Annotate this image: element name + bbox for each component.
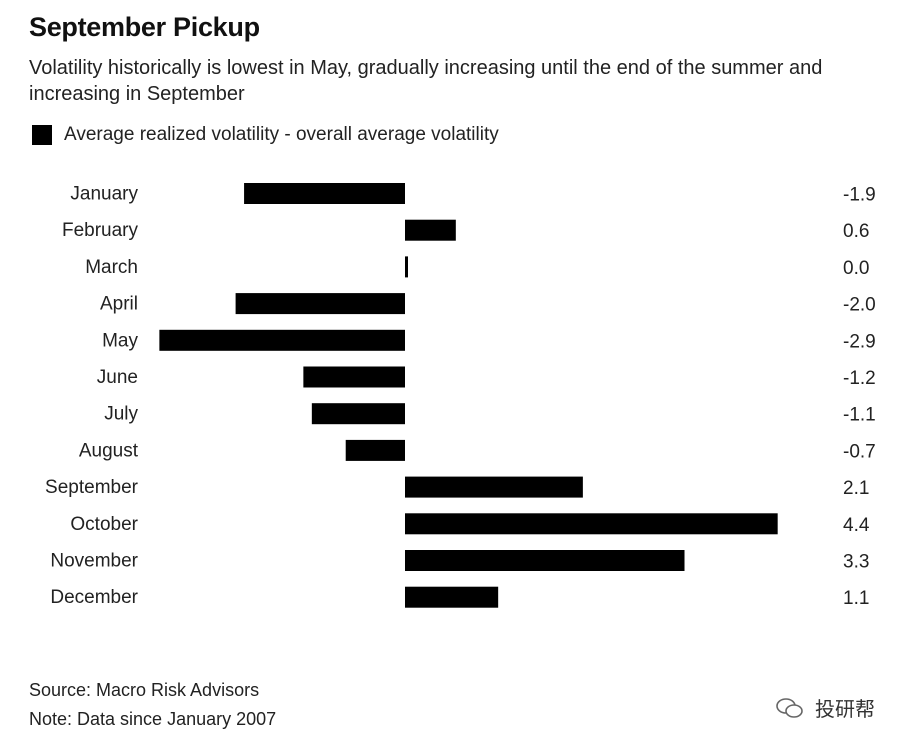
- category-label-june: June: [97, 367, 138, 388]
- bar-march: [405, 256, 408, 278]
- bar-february: [405, 219, 456, 241]
- value-label-october: 4.4: [843, 515, 870, 536]
- chart-subtitle: Volatility historically is lowest in May…: [29, 57, 823, 105]
- legend: Average realized volatility - overall av…: [32, 124, 499, 146]
- value-label-june: -1.2: [843, 368, 876, 389]
- category-label-december: December: [50, 587, 138, 608]
- category-label-october: October: [70, 514, 138, 535]
- value-label-march: 0.0: [843, 258, 869, 279]
- bar-september: [405, 476, 583, 498]
- bar-november: [405, 550, 685, 571]
- category-label-july: July: [104, 404, 138, 425]
- bar-july: [311, 403, 405, 425]
- bar-december: [405, 586, 499, 608]
- value-label-january: -1.9: [843, 185, 876, 206]
- note-text: Note: Data since January 2007: [29, 709, 277, 729]
- legend-label: Average realized volatility - overall av…: [64, 124, 499, 145]
- value-label-november: 3.3: [843, 552, 869, 573]
- value-label-july: -1.1: [843, 405, 876, 426]
- bar-april: [235, 293, 405, 315]
- value-label-december: 1.1: [843, 588, 869, 609]
- value-label-february: 0.6: [843, 221, 869, 242]
- bar-may: [159, 329, 405, 351]
- category-label-november: November: [50, 551, 138, 572]
- value-label-august: -0.7: [843, 441, 876, 462]
- source-text: Source: Macro Risk Advisors: [29, 680, 260, 700]
- bar-chart: January -1.9 February 0.6 March 0.0 April -2.0 M…: [45, 183, 876, 609]
- value-label-april: -2.0: [843, 295, 876, 316]
- category-label-april: April: [100, 294, 138, 315]
- watermark-text: 投研帮: [815, 699, 875, 721]
- category-label-february: February: [62, 220, 139, 241]
- watermark: 投研帮: [775, 693, 875, 722]
- chat-bubbles-icon: [776, 697, 803, 718]
- category-label-august: August: [79, 440, 139, 461]
- chart-title: September Pickup: [29, 12, 260, 42]
- legend-swatch: [32, 125, 52, 145]
- bar-january: [244, 183, 405, 204]
- category-label-september: September: [45, 477, 139, 498]
- value-label-may: -2.9: [843, 331, 876, 352]
- value-label-september: 2.1: [843, 478, 869, 499]
- category-label-may: May: [102, 330, 138, 351]
- category-label-march: March: [85, 257, 138, 278]
- bar-june: [303, 366, 405, 388]
- bar-august: [345, 439, 405, 461]
- bar-october: [405, 513, 778, 535]
- category-label-january: January: [70, 184, 138, 205]
